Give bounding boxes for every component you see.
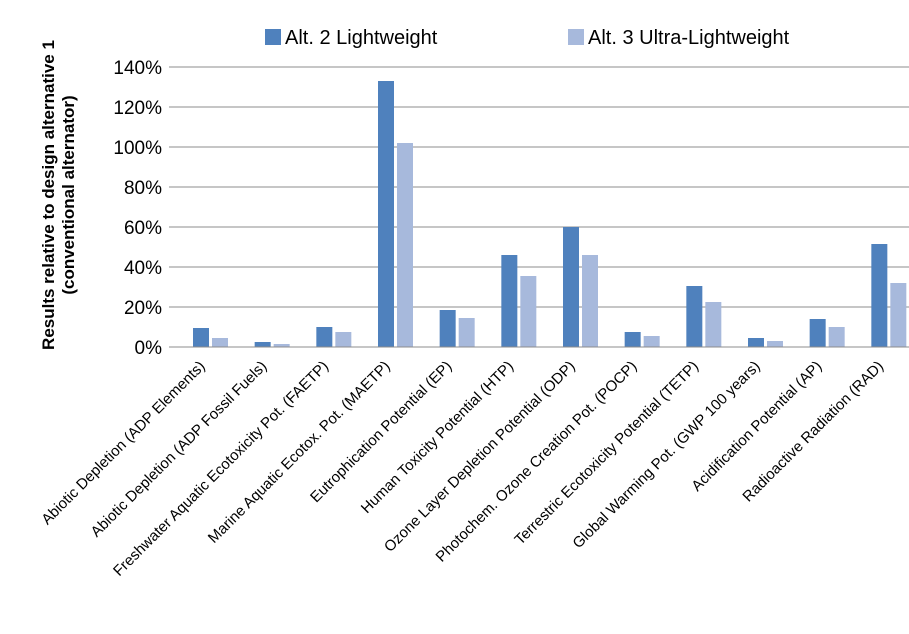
y-axis-title: Results relative to design alternative 1… bbox=[39, 40, 78, 350]
y-axis-title-line2: (conventional alternator) bbox=[59, 95, 78, 294]
x-category-label: Freshwater Aquatic Ecotoxicity Pot. (FAE… bbox=[110, 358, 332, 580]
bar-alt2 bbox=[563, 227, 579, 347]
bar-alt3 bbox=[890, 283, 907, 347]
bar-alt2 bbox=[748, 338, 764, 347]
bar-alt2 bbox=[686, 286, 703, 347]
bar-alt3 bbox=[458, 318, 475, 347]
y-tick-labels: 0% 20% 40% 60% 80% 100% 120% 140% bbox=[113, 58, 162, 359]
bar-alt3 bbox=[520, 276, 537, 347]
y-tick-label: 40% bbox=[124, 258, 162, 279]
bar-alt2 bbox=[809, 319, 826, 347]
bar-alt3 bbox=[335, 332, 352, 347]
bar-alt3 bbox=[828, 327, 845, 347]
bar-alt2 bbox=[624, 332, 641, 347]
y-tick-label: 80% bbox=[124, 178, 162, 199]
y-axis-title-line1: Results relative to design alternative 1 bbox=[39, 40, 58, 350]
y-tick-label: 60% bbox=[124, 218, 162, 239]
bar-alt3 bbox=[273, 344, 290, 347]
x-category-labels: Abiotic Depletion (ADP Elements)Abiotic … bbox=[38, 358, 887, 580]
bars-group bbox=[193, 81, 907, 347]
bar-alt2 bbox=[378, 81, 394, 347]
bar-alt3 bbox=[212, 338, 228, 347]
legend-swatch-alt2 bbox=[265, 29, 281, 45]
bar-alt3 bbox=[643, 336, 660, 347]
y-tick-label: 20% bbox=[124, 298, 162, 319]
x-category-label: Acidification Potential (AP) bbox=[688, 358, 825, 495]
bar-alt2 bbox=[871, 244, 888, 347]
bar-alt2 bbox=[193, 328, 209, 347]
bar-alt2 bbox=[501, 255, 518, 347]
y-tick-label: 120% bbox=[113, 98, 162, 119]
legend-label-alt2: Alt. 2 Lightweight bbox=[285, 27, 438, 49]
legend: Alt. 2 Lightweight Alt. 3 Ultra-Lightwei… bbox=[265, 27, 790, 49]
bar-alt3 bbox=[397, 143, 413, 347]
legend-swatch-alt3 bbox=[568, 29, 584, 45]
bar-alt3 bbox=[705, 302, 722, 347]
bar-alt3 bbox=[767, 341, 783, 347]
y-tick-label: 140% bbox=[113, 58, 162, 79]
legend-label-alt3: Alt. 3 Ultra-Lightweight bbox=[588, 27, 790, 49]
y-tick-label: 100% bbox=[113, 138, 162, 159]
bar-alt2 bbox=[316, 327, 333, 347]
bar-alt2 bbox=[254, 342, 271, 347]
gridlines bbox=[169, 66, 909, 348]
y-tick-label: 0% bbox=[135, 338, 163, 359]
bar-alt2 bbox=[439, 310, 456, 347]
bar-alt3 bbox=[582, 255, 598, 347]
